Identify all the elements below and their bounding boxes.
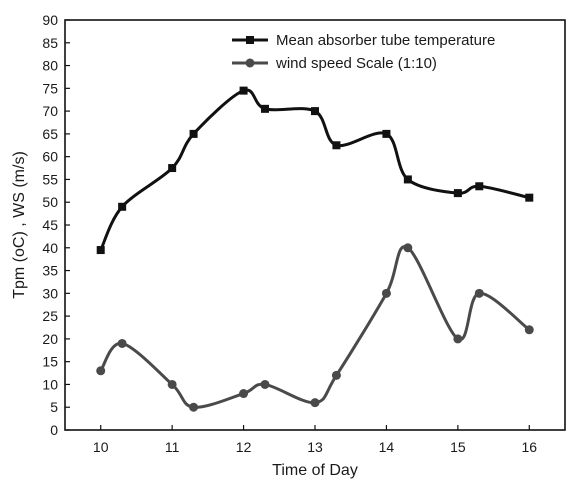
plot-frame xyxy=(64,19,566,431)
data-point-circle xyxy=(381,288,391,298)
data-point-square xyxy=(239,86,248,95)
data-point-circle xyxy=(167,379,177,389)
data-point-circle xyxy=(239,389,249,399)
data-point-square xyxy=(118,202,127,211)
y-tick-label: 35 xyxy=(42,263,58,279)
data-point-circle xyxy=(117,338,127,348)
y-tick-label: 0 xyxy=(50,422,58,438)
y-tick-label: 15 xyxy=(42,354,58,370)
y-tick-label: 85 xyxy=(42,35,58,51)
x-tick-label: 14 xyxy=(379,439,395,455)
data-point-square xyxy=(332,141,341,150)
y-tick-label: 90 xyxy=(42,12,58,28)
data-point-circle xyxy=(453,334,463,344)
data-point-circle xyxy=(189,402,199,412)
series-layer xyxy=(96,86,534,412)
y-tick-label: 70 xyxy=(42,103,58,119)
y-tick-label: 25 xyxy=(42,308,58,324)
y-tick-label: 65 xyxy=(42,126,58,142)
x-tick-label: 15 xyxy=(450,439,466,455)
data-point-square xyxy=(525,193,534,202)
y-tick-label: 10 xyxy=(42,376,58,392)
y-tick-label: 45 xyxy=(42,217,58,233)
data-point-circle xyxy=(260,379,270,389)
legend-label: Mean absorber tube temperature xyxy=(276,32,495,49)
y-axis-title: Tpm (oC) , WS (m/s) xyxy=(11,151,28,299)
data-point-square xyxy=(261,104,269,113)
x-axis-ticks: 10 11 12 13 14 15 16 xyxy=(93,425,537,455)
y-tick-label: 55 xyxy=(42,171,58,187)
x-axis-title: Time of Day xyxy=(272,462,358,479)
data-point-square xyxy=(311,107,319,116)
y-tick-label: 30 xyxy=(42,285,58,301)
x-tick-label: 11 xyxy=(165,439,180,455)
y-tick-label: 80 xyxy=(42,58,58,74)
y-tick-label: 50 xyxy=(42,194,58,210)
y-axis-ticks: 0 5 10 15 20 25 30 35 40 45 50 55 60 65 70 75 80 85 90 xyxy=(42,12,70,438)
y-tick-label: 75 xyxy=(42,80,58,96)
x-tick-label: 10 xyxy=(93,439,109,455)
legend-marker-square xyxy=(246,36,254,44)
series-1 xyxy=(96,86,534,255)
y-tick-label: 40 xyxy=(42,240,58,256)
series-2 xyxy=(96,243,534,412)
data-point-square xyxy=(403,175,412,184)
data-point-circle xyxy=(310,398,320,408)
data-point-circle xyxy=(96,366,106,376)
data-point-circle xyxy=(524,325,534,335)
data-point-circle xyxy=(403,243,413,253)
y-tick-label: 5 xyxy=(50,399,58,415)
data-point-circle xyxy=(474,288,484,298)
data-point-square xyxy=(189,129,198,138)
data-point-square xyxy=(453,189,462,198)
data-point-circle xyxy=(331,370,341,380)
data-point-square xyxy=(382,129,391,138)
data-point-square xyxy=(168,164,177,173)
data-point-square xyxy=(96,246,105,255)
x-tick-label: 16 xyxy=(521,439,537,455)
legend-marker-circle xyxy=(245,58,255,68)
legend: Mean absorber tube temperature wind speed… xyxy=(232,32,495,72)
legend-label: wind speed Scale (1:10) xyxy=(275,55,437,72)
y-tick-label: 60 xyxy=(42,149,58,165)
x-tick-label: 12 xyxy=(236,439,252,455)
y-tick-label: 20 xyxy=(42,331,58,347)
x-tick-label: 13 xyxy=(307,439,323,455)
data-point-square xyxy=(475,182,484,191)
series-line xyxy=(99,245,531,409)
